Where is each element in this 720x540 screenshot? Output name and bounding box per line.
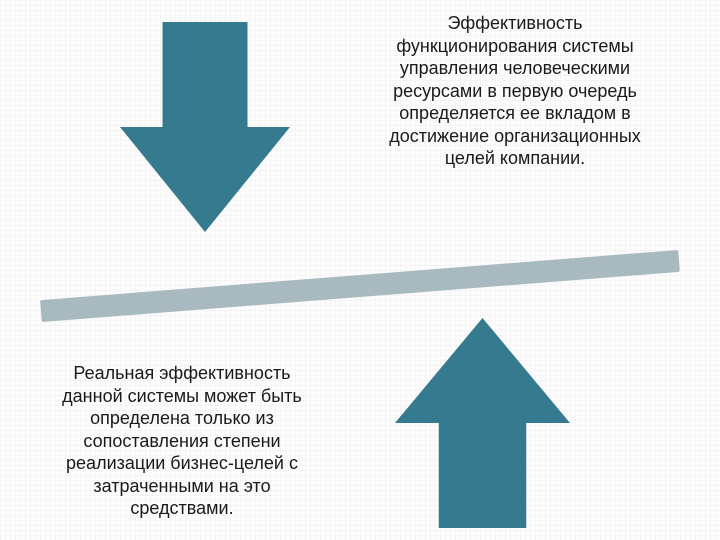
down-arrow-shape [120, 22, 290, 232]
up-arrow-shape [395, 318, 570, 528]
bottom-left-text: Реальная эффективность данной системы мо… [52, 362, 312, 520]
up-arrow-icon [395, 318, 570, 528]
down-arrow-icon [120, 22, 290, 232]
top-right-text: Эффективность функционирования системы у… [370, 12, 660, 170]
seesaw-bar [40, 250, 680, 322]
diagram-stage: Эффективность функционирования системы у… [0, 0, 720, 540]
